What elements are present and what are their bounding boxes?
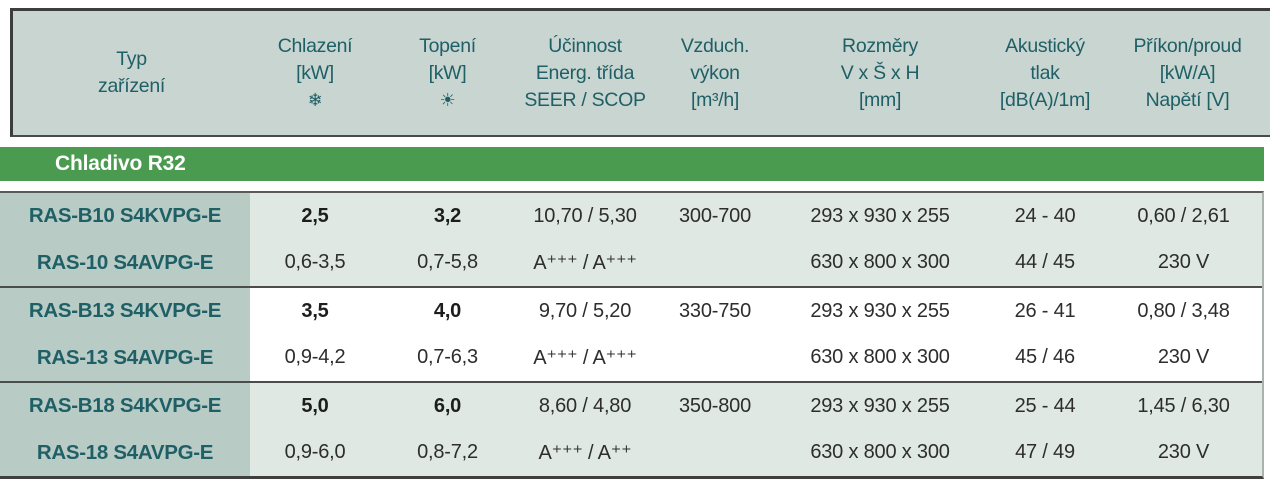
model-pair-18: RAS-B18 S4KVPG-E 5,0 6,0 8,60 / 4,80 350… <box>0 381 1262 476</box>
rozmery-cell: 293 x 930 x 255 <box>810 204 950 227</box>
chlazeni-cell: 3,5 <box>301 299 329 322</box>
ucinnost-cell: 8,60 / 4,80 <box>538 394 632 417</box>
prikon-cell: 0,60 / 2,61 <box>1137 204 1230 227</box>
chlazeni-cell: 0,9-6,0 <box>284 441 346 464</box>
table-row: RAS-B13 S4KVPG-E 3,5 4,0 9,70 / 5,20 330… <box>0 288 1262 335</box>
col-header-line: Účinnost <box>548 34 622 57</box>
topeni-cell: 0,8-7,2 <box>417 441 478 464</box>
col-header-line: [kW] <box>296 62 334 84</box>
col-header-line: výkon <box>690 61 740 84</box>
ucinnost-cell: A⁺⁺⁺ / A⁺⁺⁺ <box>533 252 637 275</box>
topeni-cell: 4,0 <box>433 299 462 322</box>
table-row: RAS-B18 S4KVPG-E 5,0 6,0 8,60 / 4,80 350… <box>0 383 1262 430</box>
col-header-line: Akustický <box>1005 34 1085 57</box>
col-header-line: Topení <box>419 35 476 57</box>
col-header-line: Rozměry <box>842 34 918 57</box>
rozmery-cell: 293 x 930 x 255 <box>810 394 950 417</box>
akusticky-cell: 45 / 46 <box>1015 346 1075 369</box>
ucinnost-cell: 9,70 / 5,20 <box>538 299 632 322</box>
col-header-line: zařízení <box>98 75 165 97</box>
col-header-rozmery: Rozměry V x Š x H [mm] <box>775 11 985 135</box>
model-cell: RAS-B10 S4KVPG-E <box>0 193 250 240</box>
col-header-akusticky: Akustický tlak [dB(A)/1m] <box>985 11 1105 135</box>
col-header-chlazeni: Chlazení [kW] ❄ <box>250 11 380 135</box>
col-header-line: SEER / SCOP <box>524 88 646 111</box>
model-pair-13: RAS-B13 S4KVPG-E 3,5 4,0 9,70 / 5,20 330… <box>0 286 1262 381</box>
col-header-line: V x Š x H <box>840 61 920 84</box>
col-header-line: [m³/h] <box>690 88 740 111</box>
table-row: RAS-18 S4AVPG-E 0,9-6,0 0,8-7,2 A⁺⁺⁺ / A… <box>0 429 1262 476</box>
col-header-line: Typ <box>116 48 147 70</box>
topeni-cell: 0,7-5,8 <box>417 251 478 274</box>
rozmery-cell: 293 x 930 x 255 <box>810 299 950 322</box>
vzduch-cell: 350-800 <box>679 394 751 417</box>
ucinnost-cell: 10,70 / 5,30 <box>533 204 637 227</box>
table-header: Typ zařízení Chlazení [kW] ❄ Topení [kW]… <box>10 8 1270 137</box>
model-cell: RAS-13 S4AVPG-E <box>0 334 250 381</box>
model-cell: RAS-10 S4AVPG-E <box>0 239 250 286</box>
chlazeni-cell: 0,9-4,2 <box>284 346 346 369</box>
col-header-ucinnost: Účinnost Energ. třída SEER / SCOP <box>515 11 655 135</box>
table-row: RAS-B10 S4KVPG-E 2,5 3,2 10,70 / 5,30 30… <box>0 193 1262 240</box>
col-header-line: Napětí [V] <box>1145 88 1230 111</box>
rozmery-cell: 630 x 800 x 300 <box>810 251 950 274</box>
col-header-prikon: Příkon/proud [kW/A] Napětí [V] <box>1105 11 1270 135</box>
col-header-line: Energ. třída <box>535 61 635 84</box>
model-pair-10: RAS-B10 S4KVPG-E 2,5 3,2 10,70 / 5,30 30… <box>0 193 1262 286</box>
col-header-topeni: Topení [kW] ☀ <box>380 11 515 135</box>
prikon-cell: 230 V <box>1157 251 1210 274</box>
ucinnost-cell: A⁺⁺⁺ / A⁺⁺⁺ <box>533 347 637 370</box>
chlazeni-cell: 0,6-3,5 <box>284 251 346 274</box>
model-cell: RAS-18 S4AVPG-E <box>0 429 250 476</box>
col-header-vzduch: Vzduch. výkon [m³/h] <box>655 11 775 135</box>
col-header-typ: Typ zařízení <box>13 11 250 135</box>
col-header-line: Chlazení <box>277 35 353 57</box>
prikon-cell: 0,80 / 3,48 <box>1137 299 1230 322</box>
akusticky-cell: 44 / 45 <box>1015 251 1075 274</box>
topeni-cell: 6,0 <box>433 394 462 417</box>
sun-icon: ☀ <box>439 90 456 110</box>
chlazeni-cell: 2,5 <box>301 204 329 227</box>
section-band-label: Chladivo R32 <box>55 152 186 175</box>
vzduch-cell: 330-750 <box>679 299 751 322</box>
akusticky-cell: 25 - 44 <box>1014 394 1076 417</box>
col-header-line: [mm] <box>858 88 902 111</box>
akusticky-cell: 26 - 41 <box>1014 299 1076 322</box>
prikon-cell: 1,45 / 6,30 <box>1137 394 1230 417</box>
col-header-line: tlak <box>1030 61 1060 84</box>
col-header-line: [kW] <box>428 62 467 84</box>
chlazeni-cell: 5,0 <box>301 394 329 417</box>
table-row: RAS-10 S4AVPG-E 0,6-3,5 0,7-5,8 A⁺⁺⁺ / A… <box>0 239 1262 286</box>
rozmery-cell: 630 x 800 x 300 <box>810 346 950 369</box>
col-header-line: [dB(A)/1m] <box>999 88 1091 111</box>
col-header-line: Vzduch. <box>680 34 750 57</box>
prikon-cell: 230 V <box>1157 346 1210 369</box>
section-band-chladivo-r32: Chladivo R32 <box>0 147 1264 181</box>
rozmery-cell: 630 x 800 x 300 <box>810 441 950 464</box>
topeni-cell: 3,2 <box>433 204 462 227</box>
vzduch-cell: 300-700 <box>679 204 751 227</box>
akusticky-cell: 47 / 49 <box>1015 441 1075 464</box>
col-header-line: [kW/A] <box>1159 61 1216 84</box>
topeni-cell: 0,7-6,3 <box>417 346 478 369</box>
table-row: RAS-13 S4AVPG-E 0,9-4,2 0,7-6,3 A⁺⁺⁺ / A… <box>0 334 1262 381</box>
akusticky-cell: 24 - 40 <box>1014 204 1076 227</box>
model-cell: RAS-B18 S4KVPG-E <box>0 383 250 430</box>
col-header-line: Příkon/proud <box>1133 34 1242 57</box>
spec-table-body: RAS-B10 S4KVPG-E 2,5 3,2 10,70 / 5,30 30… <box>0 191 1264 479</box>
model-cell: RAS-B13 S4KVPG-E <box>0 288 250 335</box>
snowflake-icon: ❄ <box>307 90 323 110</box>
prikon-cell: 230 V <box>1157 441 1210 464</box>
ucinnost-cell: A⁺⁺⁺ / A⁺⁺ <box>538 442 632 465</box>
